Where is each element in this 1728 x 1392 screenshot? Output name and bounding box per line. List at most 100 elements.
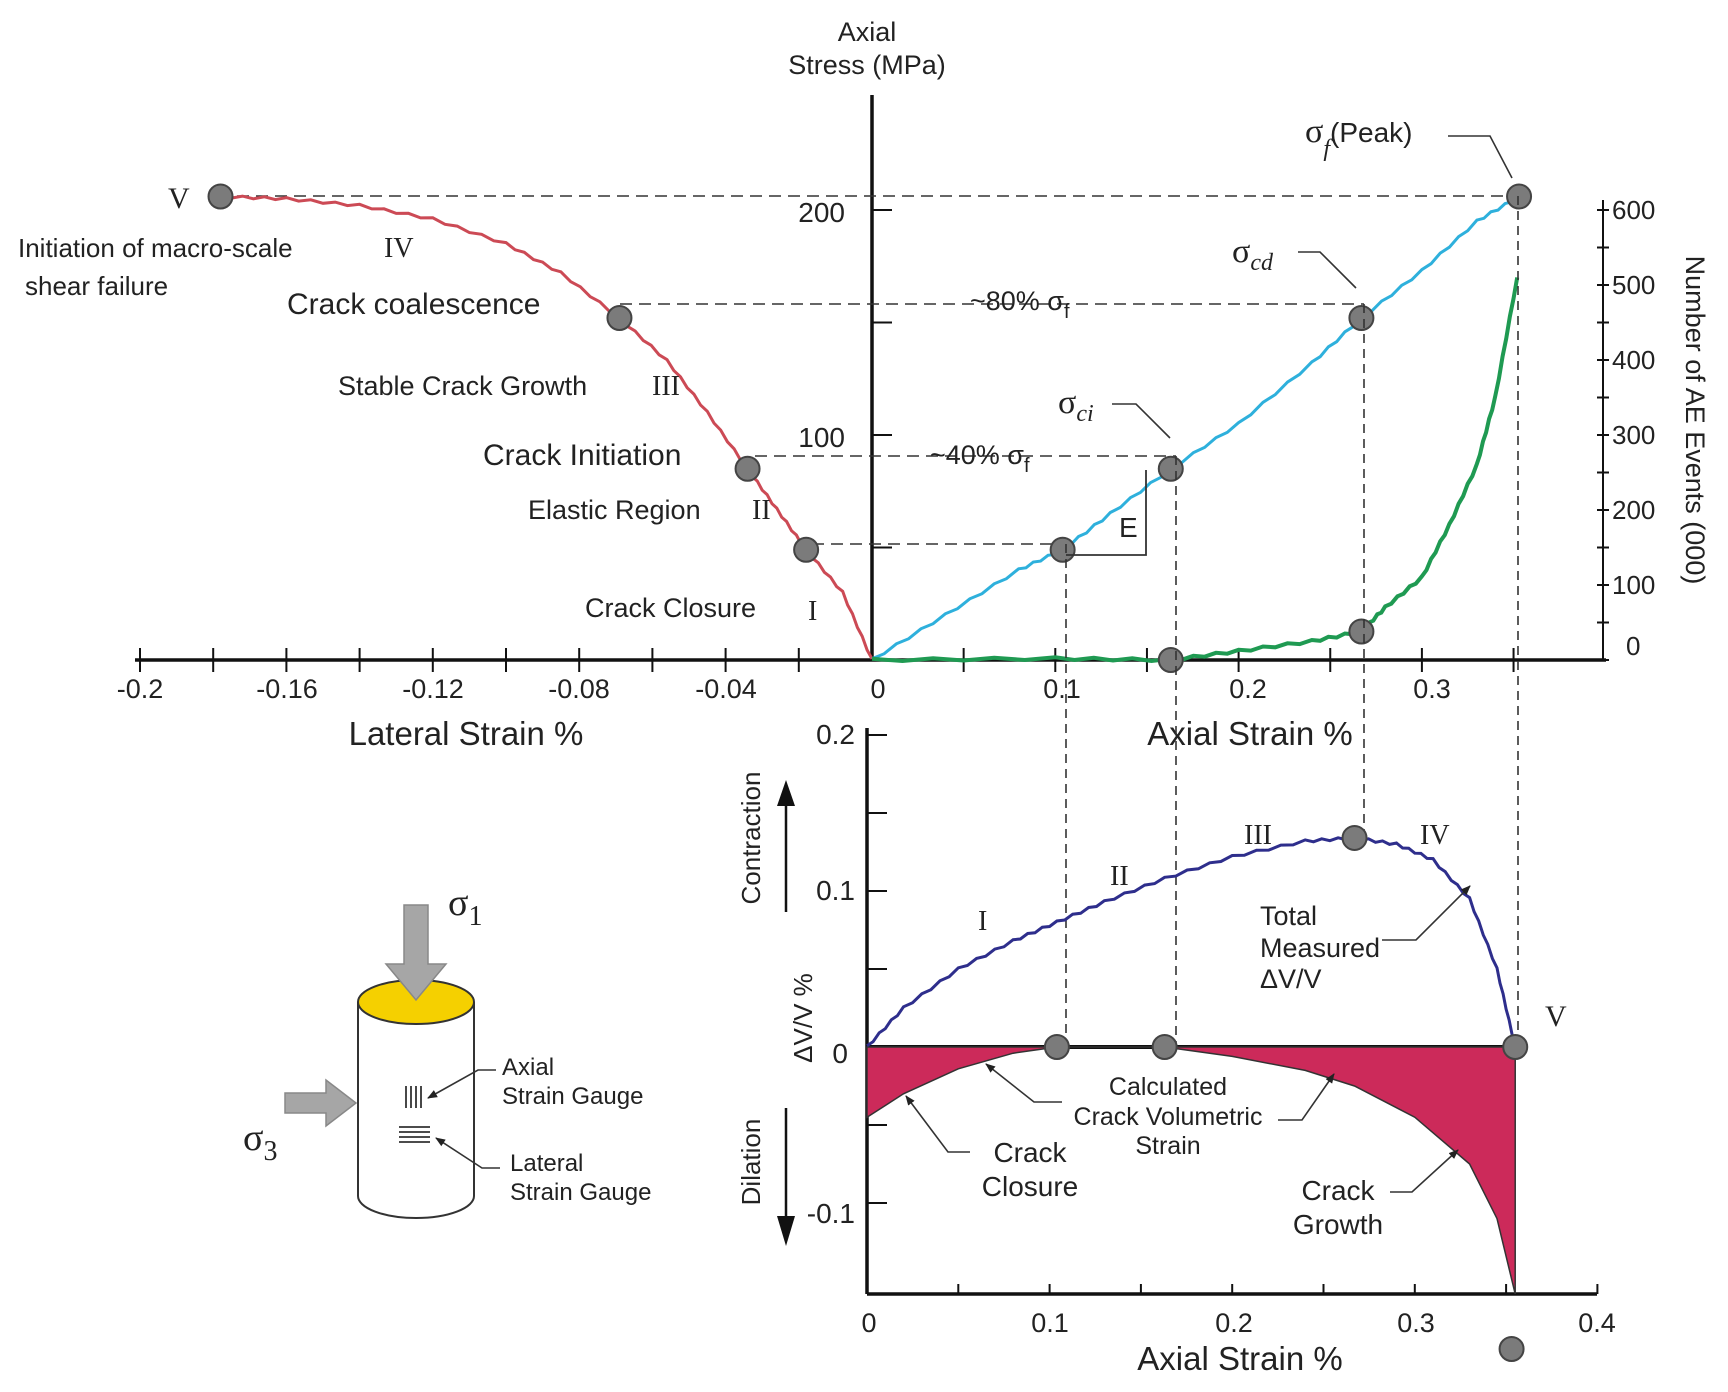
total-label-1: Total [1260, 901, 1317, 931]
vol-point [1498, 1336, 1525, 1362]
sigma1-arrow [384, 904, 448, 1002]
calc-leader-right [1278, 1073, 1335, 1121]
stable-roman: III [652, 371, 680, 402]
vol-point [1043, 1034, 1070, 1060]
calc-label-2: Crack Volumetric [1074, 1103, 1263, 1131]
sigma-f-label: σf(Peak) [1305, 113, 1412, 162]
bx-tick-label: 0 [861, 1308, 876, 1338]
data-point [793, 536, 820, 563]
bx-tick-label: 0.2 [1215, 1308, 1253, 1338]
pct40-sub: f [1024, 455, 1030, 477]
sigma-symbol: σ [448, 882, 468, 924]
right-tick-label: 400 [1612, 345, 1655, 375]
total-label-2: Measured [1260, 933, 1380, 963]
pct40-text: ~40% σ [930, 440, 1024, 470]
right-tick-label: 100 [1612, 570, 1655, 600]
axial-gauge-leader [427, 1069, 496, 1099]
x-label-lateral: Lateral Strain % [349, 715, 584, 752]
contraction-arrow [777, 780, 795, 912]
x-tick-label: 0.2 [1229, 674, 1267, 704]
data-point [734, 455, 761, 482]
cg-label-2: Growth [1293, 1209, 1383, 1240]
x-label-axial: Axial Strain % [1147, 715, 1352, 752]
cc-label-2: Closure [982, 1171, 1078, 1202]
specimen-diagram: σ1 σ3 Axial Strain Gauge Lateral Strain … [243, 882, 651, 1219]
y-title-line1: Axial [838, 17, 897, 47]
total-volumetric-line [866, 835, 1517, 1048]
cg-leader [1390, 1149, 1459, 1193]
vol-stage-v: V [1545, 1000, 1567, 1033]
lateral-strain-line [220, 194, 874, 660]
sigma1-label: σ1 [448, 882, 482, 932]
e-slope-triangle [1066, 470, 1147, 556]
stable-label: Stable Crack Growth [338, 371, 587, 401]
pct80-label: ~80% σf [970, 286, 1070, 323]
cd-leader [1298, 251, 1357, 289]
right-tick-label: 0 [1626, 631, 1640, 661]
sigma-subscript: ci [1076, 401, 1093, 427]
calc-leader-left [985, 1063, 1062, 1103]
data-point [606, 305, 633, 331]
x-tick-label: -0.16 [256, 674, 318, 704]
x-tick-label: -0.2 [117, 674, 164, 704]
cc-leader [905, 1095, 970, 1153]
by-tick-label: 0.2 [816, 719, 855, 750]
bx-tick-label: 0.4 [1578, 1308, 1616, 1338]
sigma-symbol: σ [1305, 113, 1323, 150]
ae-events-line [871, 277, 1520, 664]
lateral-gauge-leader [435, 1137, 500, 1169]
data-point [1049, 536, 1076, 563]
sigma-subscript: cd [1250, 250, 1274, 276]
right-tick-labels: 0 100 200 300 400 500 600 [1612, 195, 1655, 661]
top-guides [218, 195, 1518, 545]
vol-point [1341, 824, 1368, 851]
coalescence-label: Crack coalescence [287, 288, 540, 321]
closure-label: Crack Closure [585, 593, 756, 623]
x-tick-label: -0.04 [695, 674, 757, 704]
ci-leader [1112, 403, 1171, 439]
calc-label-3: Strain [1135, 1132, 1200, 1160]
sigma-symbol: σ [243, 1117, 263, 1159]
sigma-subscript: 3 [263, 1136, 277, 1167]
ae-point [1157, 647, 1184, 673]
vertical-guides [1065, 196, 1519, 1047]
initiation-label: Crack Initiation [483, 439, 681, 472]
sigma-symbol: σ [1058, 384, 1076, 421]
data-point [207, 183, 234, 210]
vol-stage-iii: III [1244, 820, 1272, 851]
sigma-symbol: σ [1232, 233, 1250, 270]
contraction-label: Contraction [736, 772, 766, 905]
dv-axis-label: ΔV/V % [788, 973, 818, 1063]
right-tick-label: 500 [1612, 270, 1655, 300]
axial-gauge-label-2: Strain Gauge [502, 1083, 643, 1110]
x-tick-label: -0.08 [548, 674, 610, 704]
lateral-gauge-label-1: Lateral [510, 1150, 583, 1177]
x-tick-label: 0.1 [1043, 674, 1081, 704]
cc-label-1: Crack [993, 1137, 1067, 1168]
crack-volumetric-area [866, 1046, 1516, 1295]
ae-point [1348, 618, 1375, 645]
y-tick-label: 100 [798, 422, 845, 453]
vol-stage-iv: IV [1420, 820, 1450, 851]
pct80-text: ~80% σ [970, 286, 1064, 316]
x-tick-label: 0 [870, 674, 885, 704]
calc-label-1: Calculated [1109, 1073, 1227, 1101]
x-tick-label: 0.3 [1413, 674, 1451, 704]
bx-tick-label: 0.1 [1031, 1308, 1069, 1338]
right-tick-label: 300 [1612, 420, 1655, 450]
specimen-body [357, 1002, 475, 1219]
stage-iv-text2: shear failure [25, 271, 168, 301]
axial-tick-labels: 0 0.1 0.2 0.3 [870, 674, 1450, 704]
dilation-label: Dilation [736, 1119, 766, 1206]
lateral-gauge-icon [399, 1126, 430, 1143]
pct80-sub: f [1064, 301, 1070, 323]
bottom-x-label: Axial Strain % [1137, 1340, 1342, 1377]
e-label: E [1119, 512, 1138, 543]
vol-point [1502, 1034, 1529, 1060]
vol-point [1151, 1034, 1178, 1060]
sigma-ci-label: σci [1058, 384, 1094, 427]
right-axis-title: Number of AE Events (000) [1680, 256, 1710, 585]
sigma-subscript: f [1323, 136, 1333, 162]
closure-roman: I [808, 596, 817, 627]
stage-iv-roman: IV [384, 233, 414, 264]
